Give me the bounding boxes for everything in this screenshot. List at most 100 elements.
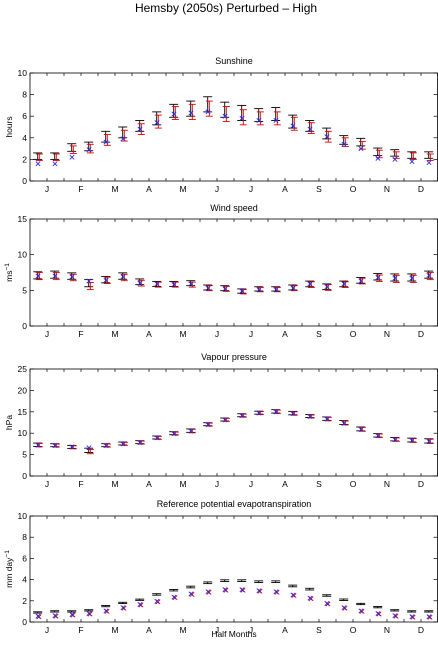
blue-x-marker bbox=[205, 422, 211, 428]
blue-x-marker bbox=[392, 613, 398, 619]
blue-x-marker bbox=[35, 161, 41, 167]
blue-x-marker bbox=[52, 613, 58, 619]
x-tick-label: D bbox=[418, 625, 424, 635]
black-error-bar bbox=[356, 602, 366, 606]
blue-x-marker bbox=[239, 115, 245, 121]
blue-x-marker bbox=[307, 281, 313, 287]
black-error-bar bbox=[288, 584, 298, 588]
blue-x-marker bbox=[103, 277, 109, 283]
black-error-bar bbox=[356, 137, 366, 147]
x-tick-label: A bbox=[282, 329, 288, 339]
y-tick-label: 0 bbox=[22, 617, 27, 627]
x-tick-label: D bbox=[418, 479, 424, 489]
x-stroke bbox=[35, 273, 41, 279]
blue-x-marker bbox=[426, 614, 432, 620]
x-stroke bbox=[273, 589, 279, 595]
series-red-x bbox=[36, 587, 433, 620]
blue-x-marker bbox=[137, 601, 143, 608]
blue-x-marker bbox=[324, 134, 330, 140]
x-stroke bbox=[426, 160, 432, 166]
x-tick-label: M bbox=[179, 184, 186, 194]
blue-x-marker bbox=[86, 611, 92, 617]
series-black-errorbar bbox=[33, 96, 434, 160]
black-error-bar bbox=[254, 108, 264, 123]
black-error-bar bbox=[186, 585, 196, 589]
x-stroke bbox=[120, 136, 126, 142]
blue-x-marker bbox=[35, 442, 41, 448]
blue-x-marker bbox=[392, 156, 398, 162]
blue-x-marker bbox=[120, 441, 126, 447]
x-stroke bbox=[188, 281, 194, 287]
black-error-bar bbox=[407, 610, 417, 613]
x-stroke bbox=[171, 111, 177, 117]
x-stroke bbox=[256, 118, 262, 124]
x-stroke bbox=[290, 410, 296, 417]
x-stroke bbox=[120, 441, 126, 447]
x-tick-label: N bbox=[384, 184, 390, 194]
panel-4: Reference potential evapotranspiration 0 2… bbox=[4, 499, 438, 639]
red-error-bar bbox=[52, 272, 60, 281]
blue-x-marker bbox=[86, 278, 92, 284]
x-tick-label: A bbox=[282, 625, 288, 635]
blue-x-marker bbox=[154, 120, 160, 126]
red-error-bar bbox=[69, 145, 77, 154]
blue-x-marker bbox=[69, 274, 75, 280]
blue-x-marker bbox=[171, 282, 177, 288]
x-tick-label: F bbox=[78, 184, 83, 194]
y-tick-label: 25 bbox=[18, 364, 28, 374]
black-error-bar bbox=[220, 579, 230, 582]
x-stroke bbox=[426, 272, 432, 278]
x-tick-label: J bbox=[249, 184, 253, 194]
x-stroke bbox=[358, 278, 364, 284]
x-stroke bbox=[188, 428, 194, 434]
x-stroke bbox=[103, 139, 109, 145]
y-tick-label: 20 bbox=[18, 385, 28, 395]
x-tick-label: D bbox=[418, 184, 424, 194]
x-tick-label: N bbox=[384, 479, 390, 489]
blue-x-marker bbox=[341, 420, 347, 426]
blue-x-marker bbox=[222, 417, 228, 423]
blue-x-marker bbox=[239, 288, 245, 294]
x-stroke bbox=[154, 435, 160, 441]
black-error-bar bbox=[203, 96, 213, 113]
x-stroke bbox=[154, 281, 160, 287]
blue-x-marker bbox=[392, 275, 398, 281]
black-error-bar bbox=[390, 149, 400, 157]
x-stroke bbox=[392, 275, 398, 281]
red-error-bar bbox=[409, 152, 417, 160]
blue-x-marker bbox=[137, 126, 143, 132]
panel-3: Vapour pressure 0 5 10 15 20 25 hPa J F M A M J J A S O N D bbox=[4, 352, 438, 489]
blue-x-marker bbox=[137, 280, 143, 286]
blue-x-marker bbox=[358, 426, 364, 432]
y-tick-label: 15 bbox=[18, 214, 28, 224]
x-stroke bbox=[205, 589, 211, 595]
y-tick-label: 4 bbox=[22, 575, 27, 585]
x-tick-label: M bbox=[111, 479, 118, 489]
x-stroke bbox=[409, 159, 415, 165]
series-red-errorbar bbox=[35, 100, 434, 161]
black-error-bar bbox=[101, 605, 111, 608]
red-error-bar bbox=[273, 111, 281, 126]
blue-x-marker bbox=[409, 614, 415, 620]
x-stroke bbox=[137, 601, 143, 608]
x-stroke bbox=[375, 274, 381, 281]
x-stroke bbox=[69, 154, 75, 160]
panel-title: Sunshine bbox=[215, 56, 253, 66]
red-error-bar bbox=[290, 116, 298, 131]
x-stroke bbox=[290, 592, 296, 598]
blue-x-marker bbox=[307, 413, 313, 420]
x-tick-label: O bbox=[350, 329, 357, 339]
blue-x-marker bbox=[358, 278, 364, 284]
x-stroke bbox=[69, 612, 75, 618]
black-error-bar bbox=[271, 580, 281, 584]
blue-x-marker bbox=[426, 272, 432, 278]
y-tick-label: 10 bbox=[18, 250, 28, 260]
x-stroke bbox=[205, 285, 211, 291]
x-stroke bbox=[171, 594, 177, 600]
black-error-bar bbox=[118, 601, 128, 605]
x-stroke bbox=[188, 591, 194, 597]
x-stroke bbox=[52, 443, 58, 449]
blue-x-marker bbox=[324, 284, 330, 290]
blue-x-marker bbox=[103, 608, 109, 614]
